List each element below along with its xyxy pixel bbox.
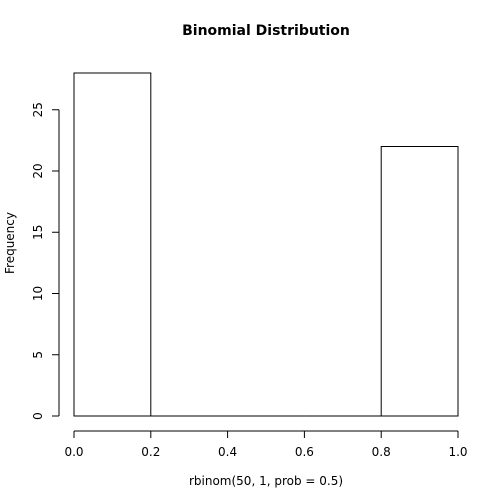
x-tick-label: 0.4	[218, 445, 237, 459]
y-tick-label: 20	[31, 163, 45, 178]
y-tick-label: 25	[31, 102, 45, 117]
x-axis-label: rbinom(50, 1, prob = 0.5)	[189, 474, 343, 488]
y-tick-label: 10	[31, 286, 45, 301]
y-axis: 0 5 10 15 20 25	[31, 102, 60, 420]
x-tick-label: 1.0	[448, 445, 467, 459]
x-axis: 0.0 0.2 0.4 0.6 0.8 1.0	[64, 430, 468, 459]
y-tick-label: 5	[31, 351, 45, 359]
x-tick-label: 0.2	[141, 445, 160, 459]
y-tick-label: 0	[31, 412, 45, 420]
chart-title: Binomial Distribution	[182, 23, 350, 39]
x-tick-label: 0.8	[372, 445, 391, 459]
histogram-bar	[73, 72, 152, 417]
histogram-bar	[380, 146, 459, 417]
x-tick-label: 0.0	[64, 445, 83, 459]
x-tick-label: 0.6	[295, 445, 314, 459]
y-axis-label: Frequency	[3, 212, 17, 274]
bars-layer	[73, 72, 459, 417]
y-tick-label: 15	[31, 225, 45, 240]
